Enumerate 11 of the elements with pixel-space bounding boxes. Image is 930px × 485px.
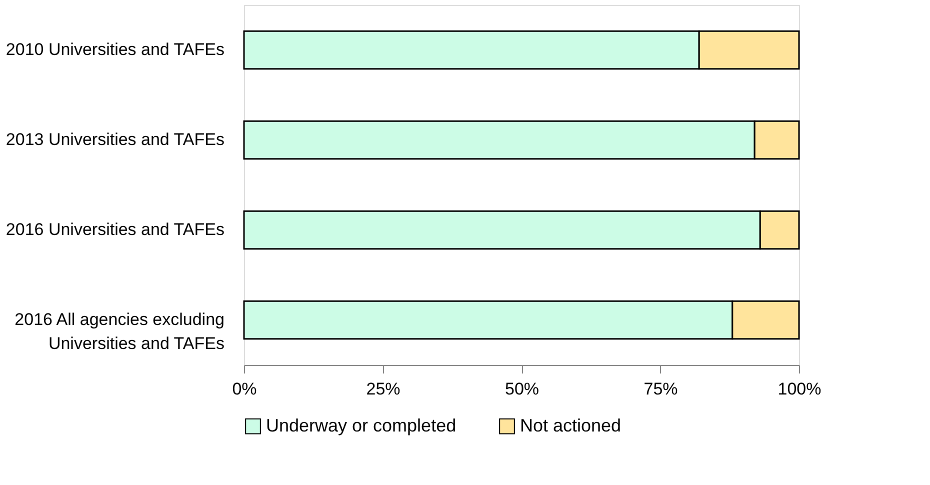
x-tick-label: 50% <box>504 380 540 398</box>
legend-label: Underway or completed <box>266 415 456 436</box>
x-tick-label: 75% <box>644 380 678 398</box>
y-tick-label: 2016 Universities and TAFEs <box>6 220 224 239</box>
y-tick-label: 2013 Universities and TAFEs <box>6 130 224 149</box>
y-tick-label: 2016 All agencies excluding Universities and TAFEs <box>14 310 224 353</box>
legend-label: Not actioned <box>520 415 622 436</box>
x-tick-label: 25% <box>366 380 400 398</box>
y-tick-label: 2010 Universities and TAFEs <box>6 40 224 59</box>
x-tick-label: 0% <box>232 380 257 398</box>
x-tick-label: 100% <box>778 380 822 398</box>
